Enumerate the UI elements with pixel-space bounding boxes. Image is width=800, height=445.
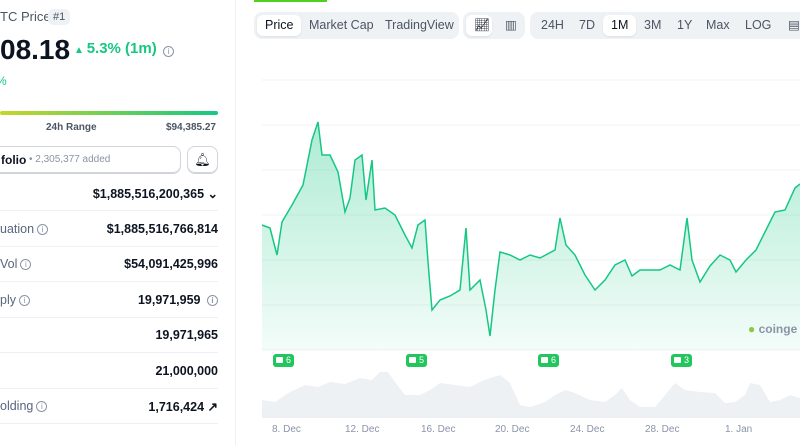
candlestick-icon[interactable]: ▥ xyxy=(505,18,517,32)
range-1y[interactable]: 1Y xyxy=(677,18,693,32)
stat-row: ply i 19,971,959 i xyxy=(0,282,218,318)
stat-value: $1,885,516,766,814 xyxy=(107,222,218,236)
coin-summary-panel: TC Price #1 08.18 ▲ 5.3% (1m) i % 24h Ra… xyxy=(0,0,236,445)
active-section-indicator xyxy=(254,0,327,2)
stat-label: Vol i xyxy=(0,257,32,271)
range-label: 24h Range xyxy=(46,122,97,133)
tab-tradingview[interactable]: TradingView xyxy=(385,18,454,32)
stat-value: 19,971,965 xyxy=(155,328,218,342)
coingecko-watermark: ● coinge xyxy=(748,322,797,336)
stat-row: $1,885,516,200,365 ⌄ xyxy=(0,175,218,211)
stat-label: olding i xyxy=(0,399,48,413)
range-7d[interactable]: 7D xyxy=(579,18,595,32)
stat-label: ply i xyxy=(0,293,30,307)
x-tick-label: 28. Dec xyxy=(645,424,680,435)
stat-value-text: 21,000,000 xyxy=(155,363,218,378)
bell-icon: 🔔︎ xyxy=(194,152,211,167)
range-3m[interactable]: 3M xyxy=(644,18,662,32)
coingecko-logo-icon: ● xyxy=(748,322,756,336)
price-area xyxy=(262,122,800,350)
chevron-down-icon[interactable]: ⌄ xyxy=(207,187,218,201)
stat-label-text: ply xyxy=(0,292,16,307)
stat-value: 21,000,000 xyxy=(155,364,218,378)
stat-label: uation i xyxy=(0,221,49,236)
stat-row: Vol i $54,091,425,996 xyxy=(0,246,218,282)
stat-row: 21,000,000 xyxy=(0,353,218,389)
watermark-text: coinge xyxy=(758,322,798,336)
stat-row: uation i $1,885,516,766,814 xyxy=(0,211,218,247)
add-to-portfolio-button[interactable]: folio • 2,305,377 added xyxy=(0,146,181,173)
calendar-icon[interactable]: ▤ xyxy=(788,18,800,32)
stat-value-text: 19,971,959 xyxy=(137,292,201,307)
info-icon[interactable]: i xyxy=(36,401,48,412)
news-badge[interactable]: 6 xyxy=(538,354,560,367)
stat-label-text: olding xyxy=(0,399,34,413)
current-price: 08.18 xyxy=(0,34,71,65)
volume-area xyxy=(262,372,800,418)
x-tick-label: 16. Dec xyxy=(421,424,456,435)
news-badge[interactable]: 6 xyxy=(273,354,295,367)
range-1m[interactable]: 1M xyxy=(603,15,637,36)
news-badge[interactable]: 5 xyxy=(406,354,428,367)
stat-row: olding i 1,716,424 ↗ xyxy=(0,388,218,424)
portfolio-label: folio xyxy=(1,153,27,167)
portfolio-added-count: 2,305,377 added xyxy=(35,154,111,165)
stat-value-text: $1,885,516,200,365 xyxy=(92,187,205,201)
stat-row: 19,971,965 xyxy=(0,317,218,353)
portfolio-added: • 2,305,377 added xyxy=(29,154,111,165)
stat-label-text: uation xyxy=(0,221,35,236)
chart-type-toggle: 📈︎ ▥ xyxy=(463,12,525,39)
info-icon[interactable]: i xyxy=(163,46,174,57)
range-log[interactable]: LOG xyxy=(745,18,772,32)
stat-value: 1,716,424 ↗ xyxy=(148,399,218,414)
x-tick-label: 12. Dec xyxy=(345,424,380,435)
stat-value: 19,971,959 i xyxy=(138,293,218,307)
x-tick-label: 20. Dec xyxy=(495,424,530,435)
range-bar xyxy=(0,111,218,115)
range-high: $94,385.27 xyxy=(165,122,216,133)
rank-badge: #1 xyxy=(48,9,71,25)
triangle-up-icon: ▲ xyxy=(74,45,87,56)
news-badge[interactable]: 3 xyxy=(671,354,693,367)
stat-value-text: $1,885,516,766,814 xyxy=(106,221,218,236)
tab-price[interactable]: Price xyxy=(257,15,302,36)
coin-title: TC Price xyxy=(0,9,51,24)
stat-value: $1,885,516,200,365 ⌄ xyxy=(93,186,218,201)
info-icon[interactable]: i xyxy=(37,223,49,235)
stat-value-text: $54,091,425,996 xyxy=(124,257,218,271)
info-icon[interactable]: i xyxy=(20,259,32,270)
stat-value: $54,091,425,996 xyxy=(124,257,218,271)
x-tick-label: 24. Dec xyxy=(570,424,605,435)
info-icon[interactable]: i xyxy=(207,294,218,306)
price-line xyxy=(261,121,800,337)
tab-market-cap[interactable]: Market Cap xyxy=(309,18,374,32)
price-change: ▲ 5.3% (1m) xyxy=(74,40,157,57)
chart-view-tabs: Price Market Cap TradingView xyxy=(254,12,459,39)
price-change-value: 5.3% (1m) xyxy=(86,40,157,57)
time-range-tabs: 24H 7D 1M 3M 1Y Max LOG ▤ xyxy=(530,12,800,39)
range-max[interactable]: Max xyxy=(706,18,730,32)
x-tick-label: 8. Dec xyxy=(272,424,301,435)
x-tick-label: 1. Jan xyxy=(725,424,753,435)
range-24h[interactable]: 24H xyxy=(541,18,564,32)
external-link-icon[interactable]: ↗ xyxy=(207,400,218,414)
stat-value-text: 19,971,965 xyxy=(155,328,218,342)
line-chart-icon[interactable]: 📈︎ xyxy=(466,15,492,36)
stat-label-text: Vol xyxy=(0,257,18,271)
price-alert-button[interactable]: 🔔︎ xyxy=(187,146,218,173)
stat-value-text: 1,716,424 xyxy=(148,400,205,414)
info-icon[interactable]: i xyxy=(18,294,30,306)
btc-change: % xyxy=(0,74,7,88)
